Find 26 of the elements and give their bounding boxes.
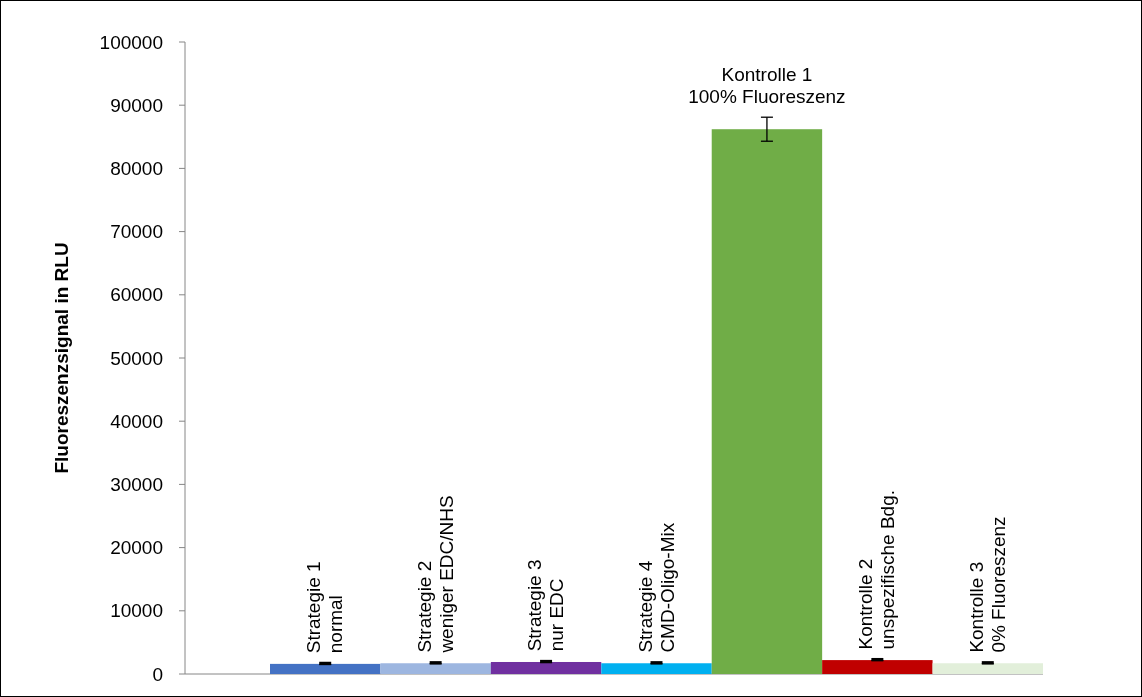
bar: [601, 663, 712, 674]
y-tick-label: 90000: [110, 94, 163, 116]
y-axis-title: Fluoreszenzsignal in RLU: [51, 242, 72, 474]
x-tick-label: Strategie 1 normal: [303, 561, 347, 654]
y-tick-label: 0: [152, 663, 163, 685]
bar: [380, 663, 491, 674]
y-tick-label: 40000: [110, 410, 163, 432]
bar: [270, 663, 381, 674]
y-tick-label: 60000: [110, 284, 163, 306]
y-tick-label: 20000: [110, 537, 163, 559]
bar: [711, 129, 823, 674]
bar: [490, 661, 602, 674]
x-tick-label: Kontrolle 2 unspezifische Bdg.: [855, 489, 899, 650]
y-tick-label: 70000: [110, 221, 163, 243]
x-tick-label: Kontrolle 3 0% Fluoreszenz: [965, 516, 1009, 653]
bar: [822, 660, 933, 674]
y-tick-label: 30000: [110, 474, 163, 496]
y-tick-label: 80000: [110, 158, 163, 180]
x-tick-label: Kontrolle 1 100% Fluoreszenz: [688, 64, 846, 108]
y-tick-label: 10000: [110, 600, 163, 622]
y-tick-label: 50000: [110, 347, 163, 369]
x-tick-label: Strategie 4 CMD-Oligo-Mix: [634, 522, 678, 653]
bar: [932, 663, 1043, 674]
x-tick-label: Strategie 3 nur EDC: [524, 559, 568, 652]
y-tick-label: 100000: [99, 31, 163, 53]
x-tick-label: Strategie 2 weniger EDC/NHS: [413, 495, 457, 654]
